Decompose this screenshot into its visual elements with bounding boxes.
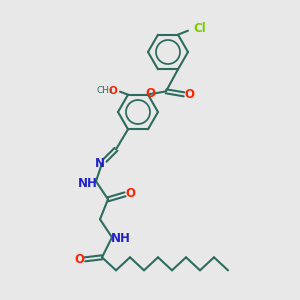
Text: Cl: Cl: [193, 22, 206, 35]
Text: O: O: [145, 87, 155, 100]
Text: NH: NH: [111, 232, 131, 245]
Text: O: O: [74, 253, 84, 266]
Text: O: O: [184, 88, 194, 101]
Text: O: O: [125, 187, 135, 200]
Text: O: O: [109, 86, 117, 96]
Text: N: N: [95, 157, 105, 170]
Text: NH: NH: [78, 177, 98, 190]
Text: CH₃: CH₃: [97, 86, 113, 95]
